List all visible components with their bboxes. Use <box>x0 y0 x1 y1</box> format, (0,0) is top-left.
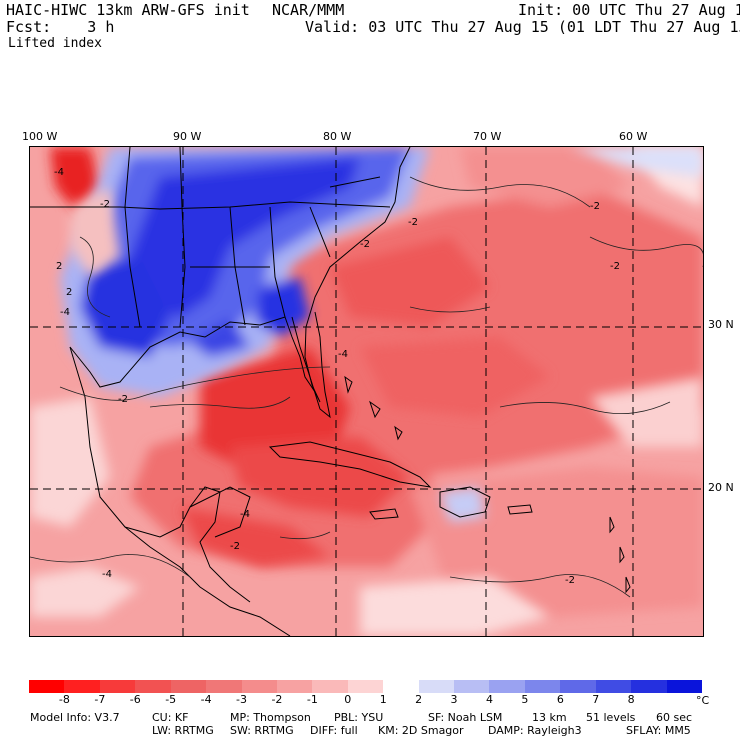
colorbar-cell <box>64 680 100 693</box>
forecast-hour: Fcst: 3 h <box>6 18 115 36</box>
colorbar-tick-label: 6 <box>556 693 564 706</box>
contour-label: -4 <box>54 167 64 178</box>
colorbar-tick-label: -3 <box>236 693 247 706</box>
footer-lw: LW: RRTMG <box>152 724 214 737</box>
colorbar-cell <box>99 680 136 693</box>
colorbar-cell <box>29 680 65 693</box>
colorbar-cell <box>383 680 419 693</box>
footer-mp: MP: Thompson <box>230 711 311 724</box>
colorbar-cell <box>631 680 667 693</box>
contour-label: -2 <box>360 239 370 250</box>
colorbar-cell <box>241 680 277 693</box>
contour-label: -2 <box>100 199 110 210</box>
colorbar-cell <box>454 680 490 693</box>
colorbar-cell <box>524 680 561 693</box>
colorbar-tick-label: -8 <box>58 693 70 706</box>
colorbar-tick-label: 7 <box>592 693 600 706</box>
contour-label: 2 <box>56 261 62 272</box>
contour-label: -4 <box>60 307 70 318</box>
colorbar-unit: °C <box>696 694 710 707</box>
footer-km: KM: 2D Smagor <box>378 724 464 737</box>
lon-label-80w: 80 W <box>323 130 352 143</box>
colorbar-cell <box>489 680 525 693</box>
colorbar-cell <box>595 680 632 693</box>
contours <box>30 176 703 598</box>
colorbar-tick-label: -2 <box>271 693 283 706</box>
init-time: Init: 00 UTC Thu 27 Aug 15 <box>518 1 740 19</box>
colorbar-tick-label: 3 <box>450 693 458 706</box>
footer-diff: DIFF: full <box>310 724 358 737</box>
colorbar-cell <box>276 680 313 693</box>
footer-sf: SF: Noah LSM <box>428 711 503 724</box>
contour-label: -2 <box>590 201 600 212</box>
lat-label-20n: 20 N <box>708 481 734 494</box>
contour-label: 2 <box>66 287 72 298</box>
strong-red-field <box>50 147 550 567</box>
contour-label: -4 <box>338 349 348 360</box>
blue-field <box>60 147 485 522</box>
lon-label-90w: 90 W <box>173 130 202 143</box>
footer-sw: SW: RRTMG <box>230 724 294 737</box>
map-svg: -4 -2 2 -4 2 -2 -2 -2 -2 -4 -2 -4 -2 -2 … <box>30 147 703 636</box>
lat-label-30n: 30 N <box>708 318 734 331</box>
contour-label: -2 <box>408 217 418 228</box>
colorbar-tick-label: 0 <box>344 693 352 706</box>
lon-label-60w: 60 W <box>619 130 648 143</box>
colorbar-cell <box>347 680 384 693</box>
colorbar-tick-label: 1 <box>379 693 387 706</box>
lon-label-70w: 70 W <box>473 130 502 143</box>
footer-pbl: PBL: YSU <box>334 711 384 724</box>
colorbar-tick-label: 5 <box>521 693 529 706</box>
coastlines <box>30 147 631 636</box>
colorbar-tick-label: 8 <box>627 693 635 706</box>
colorbar-tick-label: -5 <box>165 693 177 706</box>
colorbar <box>29 680 703 693</box>
valid-time: Valid: 03 UTC Thu 27 Aug 15 (01 LDT Thu … <box>305 18 740 36</box>
footer-model-info: Model Info: V3.7 <box>30 711 120 724</box>
colorbar-cell <box>666 680 703 693</box>
footer-sflay: SFLAY: MM5 <box>626 724 691 737</box>
colorbar-cell <box>560 680 596 693</box>
contour-label: -2 <box>610 261 620 272</box>
light-blue-patches <box>70 147 703 277</box>
colorbar-tick-label: -4 <box>200 693 212 706</box>
contour-label: -4 <box>240 509 250 520</box>
contour-label: -2 <box>118 394 128 405</box>
colorbar-cell <box>135 680 171 693</box>
colorbar-tick-label: -7 <box>94 693 106 706</box>
colorbar-cell <box>170 680 207 693</box>
colorbar-cell <box>418 680 455 693</box>
colorbar-tick-label: -6 <box>129 693 141 706</box>
footer-resolution: 13 km <box>532 711 567 724</box>
footer-damp: DAMP: Rayleigh3 <box>488 724 582 737</box>
model-title: HAIC-HIWC 13km ARW-GFS init <box>6 1 250 19</box>
lon-label-100w: 100 W <box>22 130 58 143</box>
colorbar-tick-label: 2 <box>415 693 423 706</box>
colorbar-tick-label: 4 <box>485 693 493 706</box>
footer-levels: 51 levels <box>586 711 636 724</box>
contour-labels: -4 -2 2 -4 2 -2 -2 -2 -2 -4 -2 -4 -2 -2 … <box>54 167 620 586</box>
org-label: NCAR/MMM <box>272 1 345 19</box>
colorbar-cell <box>312 680 348 693</box>
footer-cu: CU: KF <box>152 711 189 724</box>
lifted-index-map: -4 -2 2 -4 2 -2 -2 -2 -2 -4 -2 -4 -2 -2 … <box>29 146 704 637</box>
contour-label: -4 <box>102 569 112 580</box>
colorbar-cell <box>206 680 242 693</box>
contour-label: -2 <box>565 575 575 586</box>
colorbar-tick-label: -1 <box>306 693 318 706</box>
footer-timestep: 60 sec <box>656 711 693 724</box>
contour-label: -2 <box>230 541 240 552</box>
field-name: Lifted index <box>8 36 102 51</box>
